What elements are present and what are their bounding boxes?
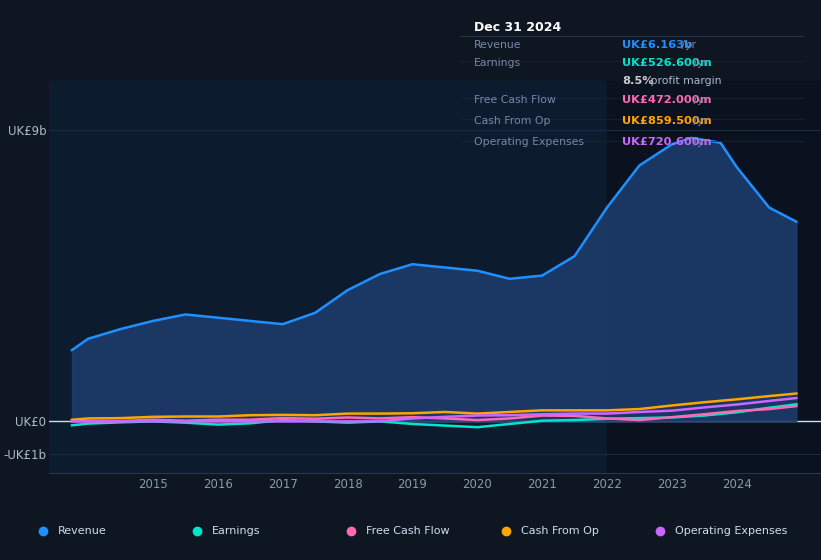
Text: /yr: /yr	[690, 95, 709, 105]
Text: /yr: /yr	[690, 116, 709, 126]
Text: Free Cash Flow: Free Cash Flow	[474, 95, 556, 105]
Text: Revenue: Revenue	[57, 526, 107, 535]
Text: Cash From Op: Cash From Op	[521, 526, 599, 535]
Text: Operating Expenses: Operating Expenses	[474, 137, 584, 147]
Text: Free Cash Flow: Free Cash Flow	[366, 526, 450, 535]
Text: UK£859.500m: UK£859.500m	[622, 116, 712, 126]
Text: Cash From Op: Cash From Op	[474, 116, 550, 126]
Text: 8.5%: 8.5%	[622, 76, 654, 86]
Text: Earnings: Earnings	[474, 58, 521, 68]
Text: Operating Expenses: Operating Expenses	[675, 526, 787, 535]
Bar	[607, 81, 821, 473]
Text: /yr: /yr	[690, 137, 709, 147]
Text: UK£472.000m: UK£472.000m	[622, 95, 712, 105]
Text: Revenue: Revenue	[474, 40, 521, 49]
Text: UK£6.163b: UK£6.163b	[622, 40, 693, 49]
Text: Earnings: Earnings	[212, 526, 260, 535]
Text: UK£720.600m: UK£720.600m	[622, 137, 712, 147]
Text: /yr: /yr	[690, 58, 709, 68]
Text: /yr: /yr	[678, 40, 696, 49]
Text: UK£526.600m: UK£526.600m	[622, 58, 712, 68]
Text: profit margin: profit margin	[647, 76, 722, 86]
Text: Dec 31 2024: Dec 31 2024	[474, 21, 561, 34]
